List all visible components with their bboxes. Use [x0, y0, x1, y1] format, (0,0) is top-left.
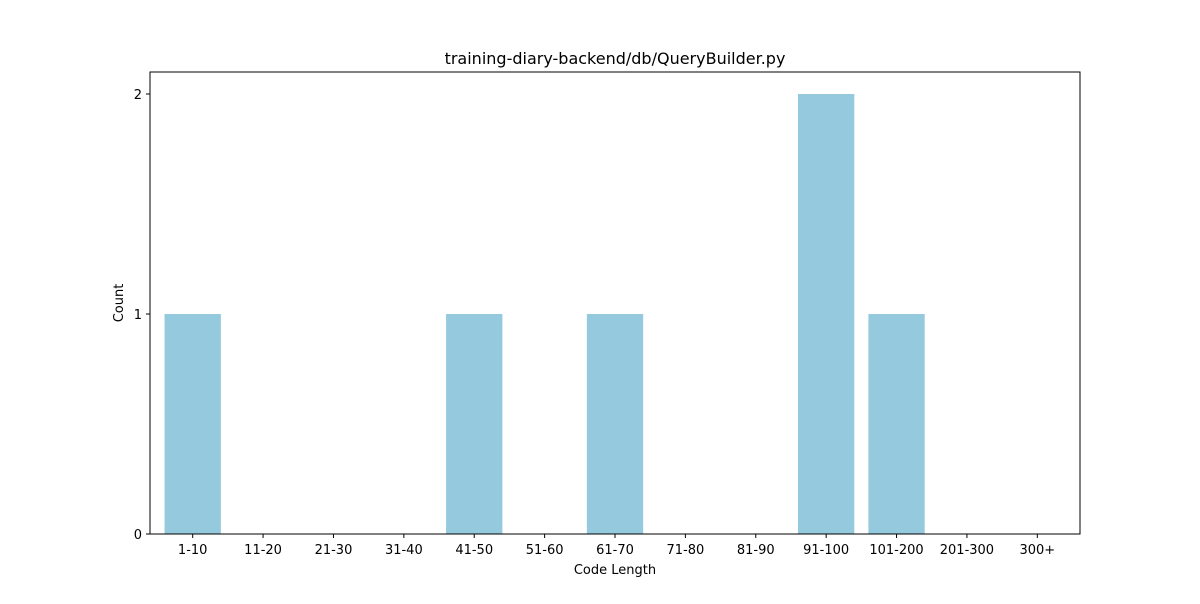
- bar-41-50: [446, 314, 503, 534]
- y-axis-ticks: 0 1 2: [134, 88, 150, 543]
- x-tick-label: 1-10: [178, 543, 208, 558]
- x-tick-label: 21-30: [315, 543, 353, 558]
- x-tick-label: 61-70: [596, 543, 634, 558]
- plot-frame: [149, 71, 1081, 535]
- x-tick-label: 81-90: [737, 543, 775, 558]
- bar-61-70: [586, 314, 644, 534]
- chart-title: training-diary-backend/db/QueryBuilder.p…: [445, 49, 786, 68]
- bar-91-100: [798, 94, 855, 534]
- x-axis-ticks: 1-10 11-20 21-30 31-40 41-50 51-60 61-70 71-80 8…: [178, 534, 1055, 558]
- y-tick-label: 1: [134, 308, 142, 323]
- x-tick-label: 201-300: [940, 543, 994, 558]
- x-tick-label: 31-40: [385, 543, 423, 558]
- bar-1-10: [164, 314, 221, 534]
- x-tick-label: 71-80: [666, 543, 704, 558]
- y-tick-label: 2: [134, 88, 142, 103]
- x-tick-label: 51-60: [526, 543, 564, 558]
- y-axis-label: Count: [112, 284, 127, 323]
- bars-group: [164, 94, 925, 534]
- x-tick-label: 300+: [1019, 543, 1055, 558]
- y-tick-label: 0: [134, 528, 142, 543]
- x-tick-label: 11-20: [244, 543, 282, 558]
- x-tick-label: 91-100: [803, 543, 849, 558]
- x-tick-label: 101-200: [869, 543, 923, 558]
- bar-101-200: [868, 314, 925, 534]
- x-tick-label: 41-50: [455, 543, 493, 558]
- x-axis-label: Code Length: [574, 563, 656, 578]
